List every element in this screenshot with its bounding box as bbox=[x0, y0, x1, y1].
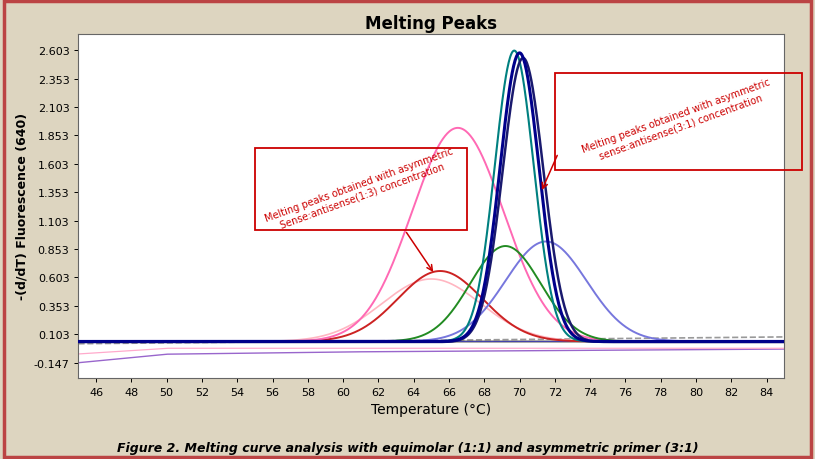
Title: Melting Peaks: Melting Peaks bbox=[365, 15, 497, 33]
Text: Figure 2. Melting curve analysis with equimolar (1:1) and asymmetric primer (3:1: Figure 2. Melting curve analysis with eq… bbox=[117, 442, 698, 454]
Text: Melting peaks obtained with asymmetric
Sense:antisense(1:3) concentration: Melting peaks obtained with asymmetric S… bbox=[263, 146, 458, 234]
Text: Melting peaks obtained with asymmetric
sense:antisense(3:1) concentration: Melting peaks obtained with asymmetric s… bbox=[581, 78, 776, 166]
X-axis label: Temperature (°C): Temperature (°C) bbox=[372, 403, 491, 416]
Bar bbox=[555, 74, 802, 171]
Bar bbox=[255, 149, 467, 230]
Y-axis label: -(d/dT) Fluorescence (640): -(d/dT) Fluorescence (640) bbox=[15, 113, 28, 300]
